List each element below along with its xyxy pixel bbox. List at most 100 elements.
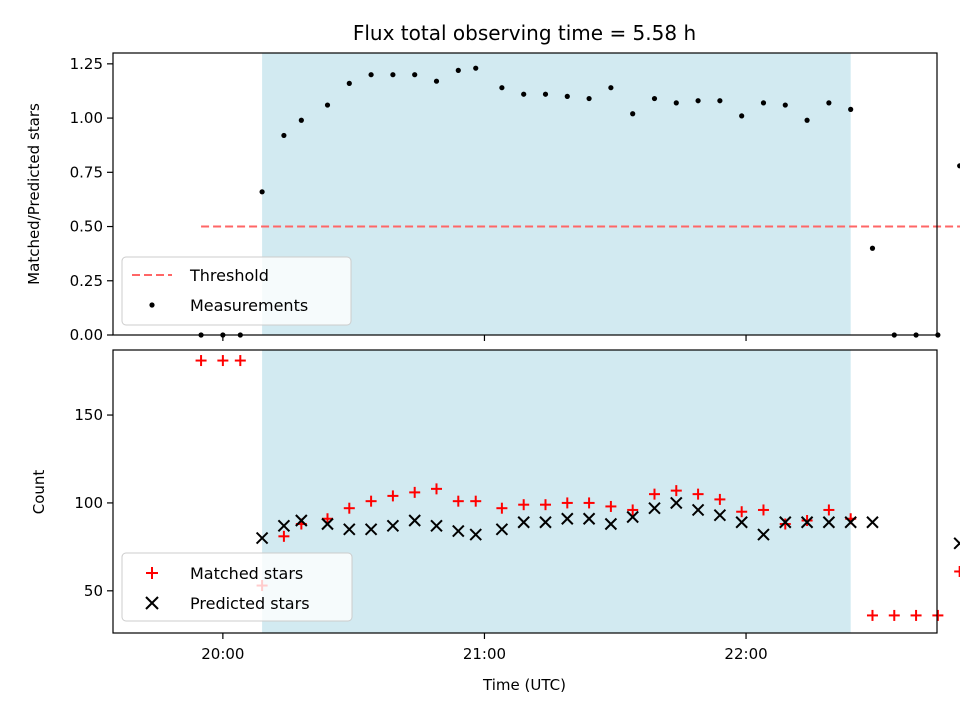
measurement-point [346,80,352,86]
predicted-point [800,516,814,529]
predicted-point [321,517,334,531]
predicted-point [670,496,683,510]
top-y-ticks: 0.00 0.25 0.50 0.75 1.00 1.25 [70,55,113,344]
predicted-point [582,512,596,525]
predicted-point [757,528,770,541]
measurement-point [521,91,527,97]
matched-point [779,518,791,530]
measurement-point [324,102,331,108]
bottom-shaded-spans [262,350,851,633]
predicted-point [452,524,465,538]
measurement-point [564,93,570,99]
measurement-point [673,100,679,106]
predicted-point [408,514,421,527]
predicted-point [539,516,552,529]
predicted-point [648,501,661,515]
measurement-point [782,102,788,108]
measurement-point [869,245,876,251]
measurement-point [390,72,396,78]
matched-point [757,504,769,516]
matched-point [452,495,464,507]
measurement-point [630,111,636,117]
bottom-matched-points [195,355,960,621]
predicted-point [386,519,400,532]
measurement-point [259,189,265,195]
legend-predicted-label: Predicted stars [190,594,310,613]
top-shaded-spans [262,53,851,335]
measurement-point [826,100,832,106]
legend-measurements-label: Measurements [190,296,308,315]
predicted-point [604,517,618,531]
matched-point [583,497,595,509]
x-tick-label: 21:00 [463,645,506,663]
matched-point [932,609,944,621]
matched-point [278,530,290,542]
y-tick-label: 0.00 [70,326,103,344]
predicted-point [517,516,530,529]
matched-point [234,355,246,367]
predicted-point [469,528,482,541]
measurement-point [695,98,701,104]
matched-point [714,493,726,505]
bottom-axes-frame [112,349,938,634]
bottom-legend-box [121,552,353,622]
matched-point [670,485,682,497]
predicted-point [277,519,291,532]
measurement-point [433,78,440,84]
matched-point [217,355,229,367]
y-tick-label: 0.75 [70,163,103,181]
predicted-point [822,516,836,529]
top-axes-frame [112,52,938,336]
measurement-point [298,117,304,123]
matched-point [910,609,922,621]
shaded-span-1 [262,350,851,633]
top-y-axis-title: Matched/Predicted stars [25,103,43,285]
measurement-point [586,95,592,102]
measurement-point [412,72,418,78]
matched-point [322,513,334,525]
measurement-point [739,113,745,119]
legend-measurements-swatch [149,302,155,308]
predicted-point [343,523,356,536]
legend-threshold-label: Threshold [189,266,269,285]
predicted-point [626,510,639,524]
legend-matched-swatch [146,567,158,579]
predicted-point [866,516,879,529]
top-legend: Threshold Measurements [121,256,352,326]
predicted-point [364,523,378,536]
matched-point [387,490,399,502]
matched-point [496,502,508,514]
matched-point [430,483,442,495]
predicted-point [495,523,509,536]
predicted-point [430,519,443,532]
measurement-point [848,106,854,112]
predicted-point [255,531,269,545]
bottom-legend: Matched stars Predicted stars [121,552,353,622]
matched-point [539,499,551,511]
y-tick-label: 150 [74,406,103,424]
predicted-point [735,516,748,529]
measurement-point [760,100,767,106]
measurement-point [368,72,374,78]
matched-point [518,499,530,511]
y-tick-label: 50 [84,582,103,600]
x-tick-label: 20:00 [201,645,244,663]
measurement-point [455,67,461,73]
y-tick-label: 1.00 [70,109,103,127]
top-legend-box [121,256,352,326]
measurement-point [542,91,549,97]
predicted-point [295,514,308,527]
matched-point [365,495,377,507]
matched-point [627,504,639,516]
shaded-span-1 [262,53,851,335]
bottom-y-axis-title: Count [30,470,48,515]
x-axis-title: Time (UTC) [482,676,566,694]
matched-point [736,506,748,518]
measurement-point [651,95,658,102]
y-tick-label: 100 [74,494,103,512]
predicted-point [691,503,705,517]
top-x-ticks [222,335,747,341]
predicted-point [844,516,857,529]
